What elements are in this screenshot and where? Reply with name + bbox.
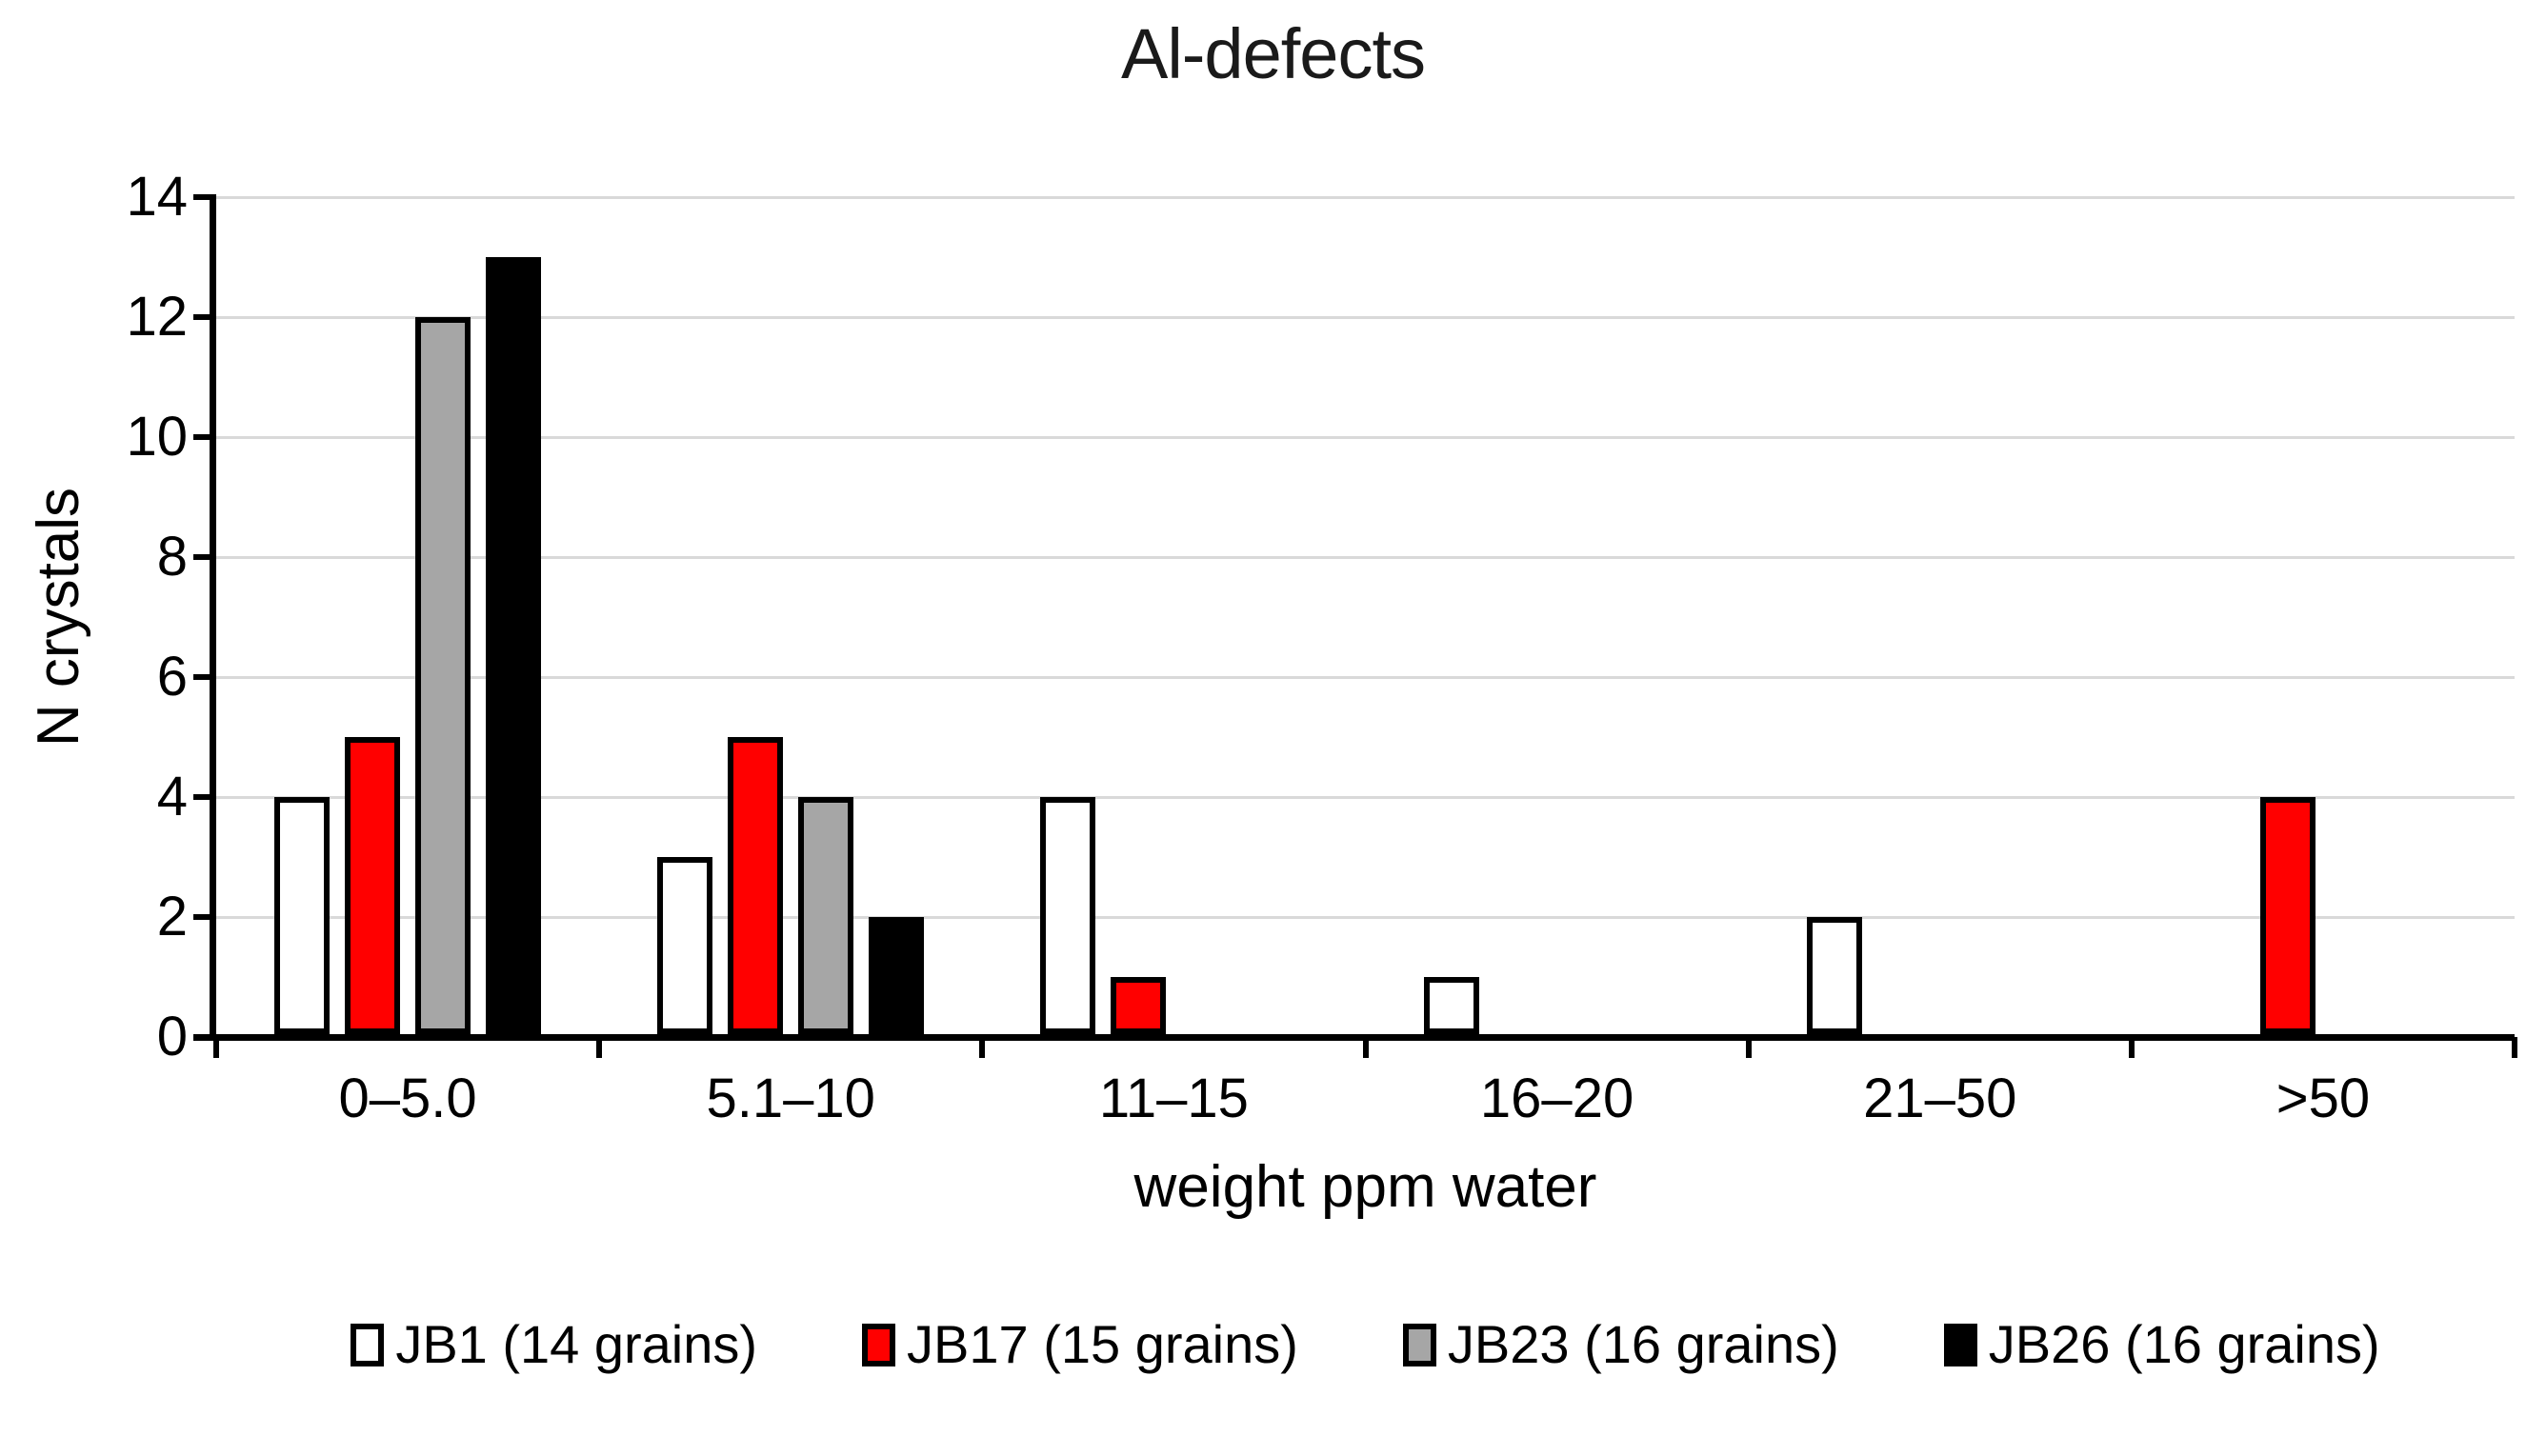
bar-jb17-cat5 xyxy=(2259,797,2315,1034)
legend: JB1 (14 grains) JB17 (15 grains) JB23 (16 … xyxy=(216,1316,2515,1373)
legend-label-jb26: JB26 (16 grains) xyxy=(1988,1314,2380,1374)
legend-entry-jb26: JB26 (16 grains) xyxy=(1943,1314,2380,1374)
x-tick-mark-6 xyxy=(2512,1037,2517,1058)
legend-swatch-jb23 xyxy=(1402,1323,1436,1366)
gridline-y-8 xyxy=(216,555,2515,559)
bar-jb1-cat0 xyxy=(274,797,331,1034)
gridline-y-2 xyxy=(216,915,2515,919)
y-axis-title: N crystals xyxy=(26,487,91,748)
bar-jb1-cat3 xyxy=(1423,977,1479,1034)
gridline-y-12 xyxy=(216,315,2515,319)
y-tick-mark-6 xyxy=(193,674,216,680)
x-tick-mark-2 xyxy=(979,1037,986,1058)
y-tick-label-0: 0 xyxy=(156,1006,188,1067)
bar-jb26-cat0 xyxy=(486,257,542,1034)
y-tick-label-12: 12 xyxy=(126,286,188,348)
bar-jb23-cat0 xyxy=(415,317,471,1034)
x-tick-label-cat4: 21–50 xyxy=(1863,1067,2017,1129)
x-tick-label-cat0: 0–5.0 xyxy=(338,1067,477,1129)
y-tick-mark-2 xyxy=(193,914,216,920)
x-tick-mark-4 xyxy=(1745,1037,1752,1058)
y-tick-label-6: 6 xyxy=(156,646,188,708)
x-tick-label-cat3: 16–20 xyxy=(1479,1067,1634,1129)
gridline-y-14 xyxy=(216,195,2515,199)
y-tick-mark-12 xyxy=(193,314,216,320)
legend-label-jb23: JB23 (16 grains) xyxy=(1447,1314,1839,1374)
y-tick-label-2: 2 xyxy=(156,886,188,947)
x-tick-mark-3 xyxy=(1362,1037,1369,1058)
legend-label-jb1: JB1 (14 grains) xyxy=(395,1314,758,1374)
gridline-y-6 xyxy=(216,675,2515,679)
legend-swatch-jb17 xyxy=(862,1323,896,1366)
bar-jb1-cat1 xyxy=(657,857,713,1034)
x-axis-title: weight ppm water xyxy=(1133,1154,1597,1220)
y-tick-label-10: 10 xyxy=(126,406,188,468)
y-axis-line xyxy=(210,194,216,1037)
y-tick-label-4: 4 xyxy=(156,766,188,828)
y-tick-mark-8 xyxy=(193,554,216,560)
x-tick-label-cat5: >50 xyxy=(2275,1067,2371,1129)
chart-title: Al-defects xyxy=(1120,14,1426,93)
y-tick-label-14: 14 xyxy=(126,166,188,228)
legend-entry-jb17: JB17 (15 grains) xyxy=(862,1316,1298,1373)
legend-label-jb17: JB17 (15 grains) xyxy=(907,1314,1298,1374)
y-tick-mark-4 xyxy=(193,794,216,800)
x-tick-mark-0 xyxy=(213,1037,219,1058)
x-tick-mark-1 xyxy=(596,1037,603,1058)
y-tick-mark-14 xyxy=(193,194,216,200)
x-tick-mark-5 xyxy=(2128,1037,2135,1058)
bar-jb17-cat1 xyxy=(728,737,784,1034)
bar-jb1-cat4 xyxy=(1806,917,1862,1034)
legend-swatch-jb1 xyxy=(351,1323,385,1366)
gridline-y-10 xyxy=(216,435,2515,439)
y-tick-mark-10 xyxy=(193,434,216,440)
bar-jb17-cat0 xyxy=(345,737,401,1034)
legend-swatch-jb26 xyxy=(1943,1323,1977,1366)
bar-jb23-cat1 xyxy=(798,797,854,1034)
x-axis-line xyxy=(193,1034,2515,1041)
x-tick-label-cat1: 5.1–10 xyxy=(706,1067,875,1129)
legend-entry-jb1: JB1 (14 grains) xyxy=(351,1316,757,1373)
gridline-y-4 xyxy=(216,795,2515,799)
plot-area xyxy=(216,197,2515,1037)
bar-jb26-cat1 xyxy=(869,917,925,1034)
legend-entry-jb23: JB23 (16 grains) xyxy=(1402,1314,1839,1374)
bar-jb1-cat2 xyxy=(1040,797,1096,1034)
y-tick-label-8: 8 xyxy=(156,526,188,588)
x-tick-label-cat2: 11–15 xyxy=(1098,1067,1249,1129)
bar-jb17-cat2 xyxy=(1111,977,1167,1034)
